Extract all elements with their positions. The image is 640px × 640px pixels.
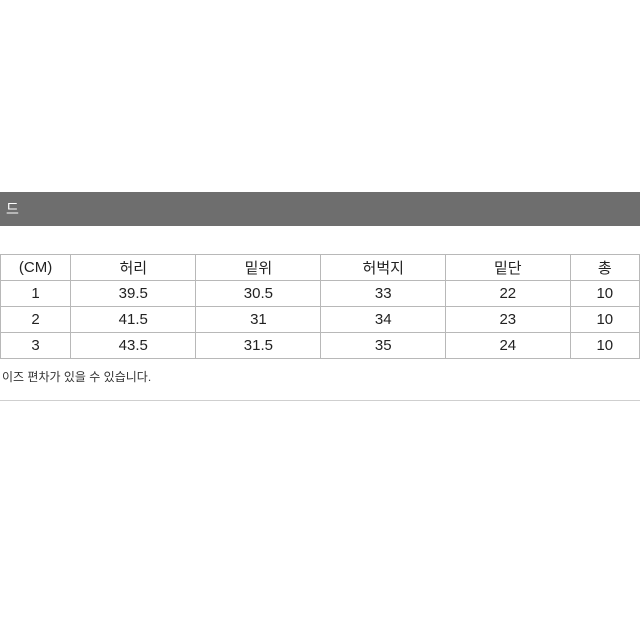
size-chart-table: (CM) 허리 밑위 허벅지 밑단 총 1 39.5 30.5 33 22 10…	[0, 254, 640, 359]
cell-waist: 43.5	[71, 333, 196, 359]
table-row: 3 43.5 31.5 35 24 10	[1, 333, 640, 359]
table-row: 1 39.5 30.5 33 22 10	[1, 281, 640, 307]
cell-length: 10	[570, 333, 639, 359]
cell-rise: 31	[196, 307, 321, 333]
size-variance-note: 이즈 편차가 있을 수 있습니다.	[2, 368, 151, 385]
col-header-thigh: 허벅지	[321, 255, 446, 281]
col-header-waist: 허리	[71, 255, 196, 281]
cell-length: 10	[570, 307, 639, 333]
col-header-hem: 밑단	[446, 255, 571, 281]
horizontal-divider	[0, 400, 640, 401]
cell-size: 1	[1, 281, 71, 307]
cell-thigh: 35	[321, 333, 446, 359]
cell-length: 10	[570, 281, 639, 307]
col-header-size-unit: (CM)	[1, 255, 71, 281]
cell-hem: 22	[446, 281, 571, 307]
col-header-rise: 밑위	[196, 255, 321, 281]
cell-size: 2	[1, 307, 71, 333]
section-header-band: 드	[0, 192, 640, 226]
cell-rise: 30.5	[196, 281, 321, 307]
table-header-row: (CM) 허리 밑위 허벅지 밑단 총	[1, 255, 640, 281]
cell-hem: 24	[446, 333, 571, 359]
col-header-length: 총	[570, 255, 639, 281]
cell-thigh: 33	[321, 281, 446, 307]
cell-rise: 31.5	[196, 333, 321, 359]
table-row: 2 41.5 31 34 23 10	[1, 307, 640, 333]
cell-waist: 39.5	[71, 281, 196, 307]
cell-hem: 23	[446, 307, 571, 333]
cell-size: 3	[1, 333, 71, 359]
cell-waist: 41.5	[71, 307, 196, 333]
section-header-text: 드	[6, 201, 20, 217]
cell-thigh: 34	[321, 307, 446, 333]
